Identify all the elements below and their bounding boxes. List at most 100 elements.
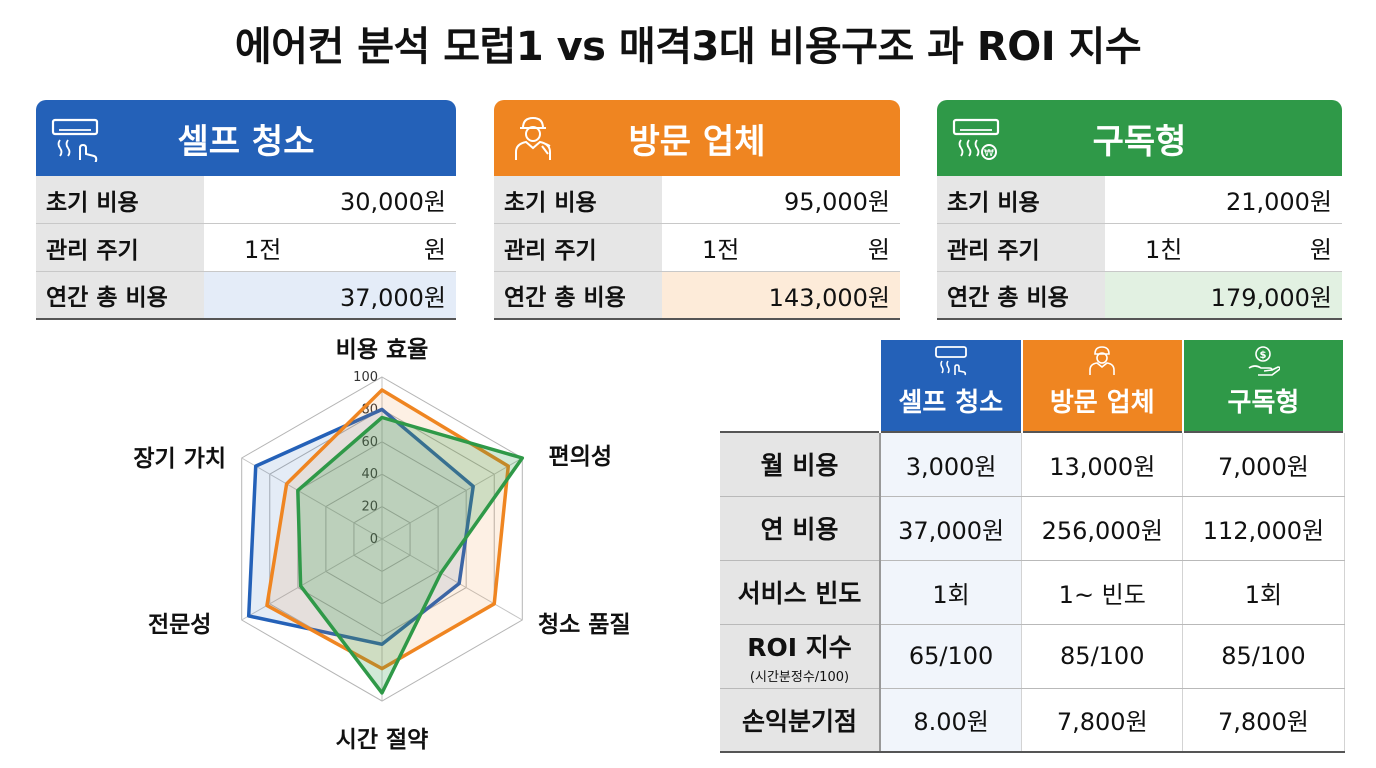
row-value: 95,000원 (783, 188, 890, 216)
row-label: 서비스 빈도 (720, 560, 881, 625)
row-value-right: 원 (423, 236, 446, 264)
table-cell: 85/100 (1021, 624, 1184, 689)
row-label: 연간 총 비용 (494, 272, 662, 318)
card-row-cycle: 관리 주기 1친 원 (937, 224, 1342, 272)
radar-tick-label: 100 (353, 370, 378, 385)
radar-axis-label: 장기 가치 (133, 446, 226, 472)
row-value: 143,000원 (768, 283, 890, 312)
radar-series-1 (265, 388, 511, 671)
row-label: 초기 비용 (494, 176, 662, 223)
page-title: 에어컨 분석 모럽1 vs 매격3대 비용구조 과 ROI 지수 (234, 24, 1142, 70)
card-row-initial-cost: 초기 비용 95,000원 (494, 176, 900, 224)
row-label: ROI 지수 (747, 632, 852, 662)
column-header-subscription: $ 구독형 (1182, 340, 1346, 432)
table-cell: 13,000원 (1021, 431, 1184, 497)
technician-icon (515, 116, 551, 160)
card-visit-service: 방문 업체 초기 비용 95,000원 관리 주기 1전 원 연간 총 비용 14… (494, 100, 900, 322)
column-header-label: 구독형 (1227, 388, 1300, 418)
radar-spoke (241, 457, 383, 540)
radar-tick-label: 40 (361, 467, 378, 482)
air-conditioner-hand-icon (934, 346, 967, 376)
money-hand-icon: $ (1248, 346, 1281, 376)
column-header-self: 셀프 청소 (880, 340, 1023, 432)
card-title: 셀프 청소 (177, 122, 315, 162)
radar-axis-label: 청소 품질 (538, 612, 631, 638)
table-cell: 37,000원 (880, 496, 1023, 561)
table-cell: 256,000원 (1021, 496, 1184, 561)
radar-spoke (381, 538, 523, 621)
air-conditioner-hand-icon (51, 118, 99, 162)
row-label: 손익분기점 (720, 688, 881, 753)
card-self-cleaning: 셀프 청소 초기 비용 30,000원 관리 주기 1전 원 연간 총 비용 37… (36, 100, 456, 322)
card-row-cycle: 관리 주기 1전 원 (36, 224, 456, 272)
technician-icon (1089, 346, 1116, 375)
table-row: 손익분기점 8.00원 7,800원 7,800원 (720, 688, 1345, 753)
row-label: 연 비용 (720, 496, 881, 561)
card-header: 방문 업체 (494, 100, 900, 176)
radar-axis-label: 편의성 (549, 444, 612, 470)
row-value-left: 1전 (244, 236, 282, 264)
row-label: 연간 총 비용 (36, 272, 204, 318)
card-subscription: ₩ 구독형 초기 비용 21,000원 관리 주기 1친 원 연간 총 비용 17… (937, 100, 1342, 322)
table-cell: 85/100 (1182, 624, 1345, 689)
table-cell: 7,800원 (1182, 688, 1345, 753)
table-cell: 65/100 (880, 624, 1023, 689)
row-value-left: 1친 (1145, 236, 1183, 264)
row-value: 21,000원 (1225, 188, 1332, 216)
table-cell: 1~ 빈도 (1021, 560, 1184, 625)
column-header-label: 셀프 청소 (898, 388, 1004, 418)
row-value: 179,000원 (1210, 283, 1332, 312)
card-row-annual-total: 연간 총 비용 37,000원 (36, 272, 456, 320)
row-label: 관리 주기 (494, 224, 662, 271)
radar-axis-label: 비용 효율 (336, 337, 429, 363)
row-value: 37,000원 (339, 283, 446, 312)
row-label: 관리 주기 (36, 224, 204, 271)
row-value-right: 원 (1309, 236, 1332, 264)
radar-axis-label: 전문성 (148, 612, 211, 638)
radar-axis-label: 시간 절약 (336, 727, 429, 753)
card-header: ₩ 구독형 (937, 100, 1342, 176)
table-cell: 8.00원 (880, 688, 1023, 753)
table-cell: 1회 (1182, 560, 1345, 625)
comparison-table: 셀프 청소 방문 업체 $ 구독형 월 비용 (720, 340, 1346, 753)
card-row-cycle: 관리 주기 1전 원 (494, 224, 900, 272)
table-header-row: 셀프 청소 방문 업체 $ 구독형 (720, 340, 1346, 432)
card-row-annual-total: 연간 총 비용 179,000원 (937, 272, 1342, 320)
card-title: 구독형 (1092, 122, 1187, 162)
svg-text:₩: ₩ (984, 148, 994, 159)
row-value: 30,000원 (339, 188, 446, 216)
row-label-roi: ROI 지수 (시간분정수/100) (720, 624, 881, 689)
row-value-right: 원 (867, 236, 890, 264)
table-cell: 112,000원 (1182, 496, 1345, 561)
radar-tick-label: 60 (361, 435, 378, 450)
row-label: 연간 총 비용 (937, 272, 1105, 318)
card-title: 방문 업체 (628, 122, 766, 162)
card-row-annual-total: 연간 총 비용 143,000원 (494, 272, 900, 320)
table-row: ROI 지수 (시간분정수/100) 65/100 85/100 85/100 (720, 624, 1345, 689)
card-row-initial-cost: 초기 비용 21,000원 (937, 176, 1342, 224)
table-corner (720, 340, 881, 432)
row-value-left: 1전 (702, 236, 740, 264)
radar-series-2 (296, 415, 525, 695)
table-cell: 7,000원 (1182, 431, 1345, 497)
radar-tick-label: 20 (361, 500, 378, 515)
table-cell: 3,000원 (880, 431, 1023, 497)
row-label: 초기 비용 (36, 176, 204, 223)
card-row-initial-cost: 초기 비용 30,000원 (36, 176, 456, 224)
row-label: 관리 주기 (937, 224, 1105, 271)
row-label: 초기 비용 (937, 176, 1105, 223)
table-row: 서비스 빈도 1회 1~ 빈도 1회 (720, 560, 1345, 625)
table-row: 연 비용 37,000원 256,000원 112,000원 (720, 496, 1345, 561)
table-row: 월 비용 3,000원 13,000원 7,000원 (720, 431, 1345, 497)
card-header: 셀프 청소 (36, 100, 456, 176)
svg-text:$: $ (1260, 350, 1267, 361)
radar-tick-label: 0 (370, 532, 378, 547)
radar-spoke (241, 538, 383, 621)
air-conditioner-coin-icon: ₩ (952, 118, 1000, 160)
row-sublabel: (시간분정수/100) (749, 669, 850, 685)
table-cell: 7,800원 (1021, 688, 1184, 753)
column-header-label: 방문 업체 (1049, 388, 1155, 418)
row-label: 월 비용 (720, 431, 881, 497)
table-cell: 1회 (880, 560, 1023, 625)
